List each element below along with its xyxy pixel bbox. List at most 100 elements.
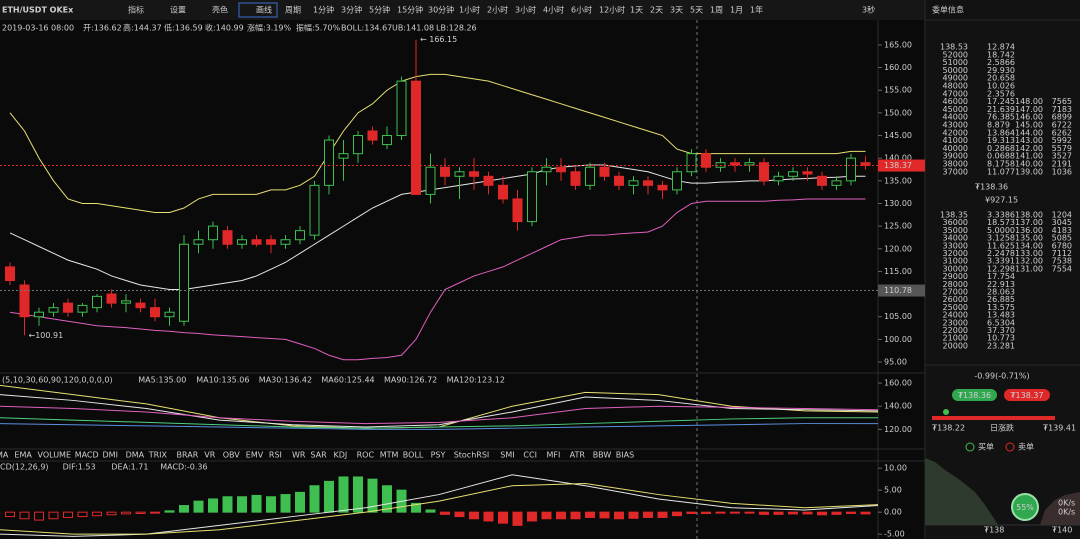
candle-body bbox=[570, 171, 581, 186]
period-button[interactable]: 4小时 bbox=[543, 5, 564, 15]
macd-bar bbox=[498, 511, 508, 524]
period-button[interactable]: 1天 bbox=[630, 6, 643, 15]
indicator-tab[interactable]: KDJ bbox=[334, 451, 348, 460]
indicator-tab[interactable]: PSY bbox=[431, 451, 446, 460]
book-amount: 3.3391 bbox=[987, 257, 1015, 266]
indicator-tab[interactable]: RSI bbox=[269, 451, 282, 460]
indicator-tab[interactable]: WR bbox=[292, 451, 306, 460]
sell-price[interactable]: ₮138.37 bbox=[1010, 391, 1043, 400]
low-annotation: ←100.91 bbox=[29, 331, 64, 340]
book-amount: 11.625 bbox=[987, 241, 1015, 250]
book-amount: 20.658 bbox=[987, 74, 1015, 83]
indicator-tab[interactable]: MA bbox=[0, 451, 9, 460]
candle-body bbox=[208, 225, 218, 241]
macd-bar bbox=[193, 500, 204, 513]
candle-body bbox=[846, 157, 856, 182]
book-level: 147.00 bbox=[1015, 105, 1043, 114]
period-button[interactable]: 2小时 bbox=[487, 5, 508, 15]
period-button[interactable]: 1月 bbox=[730, 6, 743, 15]
refresh-rate[interactable]: 3秒 bbox=[862, 5, 875, 15]
indicator-tab[interactable]: VOLUME bbox=[38, 451, 72, 460]
buy-button[interactable] bbox=[952, 389, 997, 401]
macd-bar bbox=[483, 511, 494, 522]
indicator-tab[interactable]: CCI bbox=[523, 451, 537, 460]
period-button[interactable]: 1小时 bbox=[459, 5, 480, 15]
candle-body bbox=[701, 153, 711, 168]
y-tick-label: 145.00 bbox=[884, 131, 912, 140]
period-button[interactable]: 5分钟 bbox=[369, 5, 390, 15]
indicator-tab[interactable]: BIAS bbox=[616, 451, 634, 460]
period-button[interactable]: 30分钟 bbox=[428, 5, 454, 15]
book-level: 141.00 bbox=[1015, 152, 1043, 161]
toolbar-bg bbox=[0, 0, 925, 20]
indicator-tab[interactable]: StochRSI bbox=[454, 451, 490, 460]
tool-button[interactable]: 指标 bbox=[128, 5, 144, 15]
info-item: 涨幅:3.19% bbox=[247, 23, 292, 33]
boll-line bbox=[9, 73, 866, 214]
indicator-tab[interactable]: TRIX bbox=[148, 451, 168, 460]
period-button[interactable]: 3小时 bbox=[515, 5, 536, 15]
indicator-tab[interactable]: DMA bbox=[126, 451, 145, 460]
book-amount: 13.864 bbox=[987, 128, 1015, 137]
macd-bar bbox=[34, 511, 44, 521]
candle-body bbox=[657, 184, 668, 191]
macd-bar bbox=[846, 511, 856, 514]
period-button[interactable]: 6小时 bbox=[571, 5, 592, 15]
book-price: 45000 bbox=[943, 105, 968, 114]
period-button[interactable]: 1年 bbox=[750, 5, 763, 15]
indicator-tab[interactable]: SAR bbox=[310, 451, 327, 460]
period-button[interactable]: 12小时 bbox=[599, 5, 625, 15]
period-button[interactable]: 3分钟 bbox=[341, 5, 362, 15]
candle-body bbox=[164, 311, 175, 318]
buy-price[interactable]: ₮138.36 bbox=[958, 391, 991, 400]
book-price: 44000 bbox=[943, 113, 968, 122]
candle-body bbox=[48, 307, 59, 313]
sell-button[interactable] bbox=[1004, 389, 1050, 401]
indicator-tab[interactable]: EMA bbox=[14, 451, 32, 460]
info-item: BOLL:134.67 bbox=[341, 24, 392, 33]
indicator-tab[interactable]: MFI bbox=[547, 451, 561, 460]
macd-bar bbox=[454, 511, 465, 518]
indicator-tab[interactable]: MACD bbox=[75, 451, 99, 460]
tool-button[interactable]: 亮色 bbox=[212, 5, 228, 15]
indicator-tab[interactable]: VR bbox=[204, 451, 215, 460]
indicator-tab[interactable]: BRAR bbox=[177, 451, 199, 460]
period-button[interactable]: 2天 bbox=[650, 6, 663, 15]
period-button[interactable]: 1分钟 bbox=[313, 5, 334, 15]
day-high: ₮139.41 bbox=[1043, 424, 1076, 433]
period-button[interactable]: 1周 bbox=[710, 6, 723, 15]
indicator-tab[interactable]: BOLL bbox=[403, 451, 424, 460]
indicator-tab[interactable]: DMI bbox=[103, 451, 118, 460]
candle-body bbox=[469, 171, 479, 177]
tool-button[interactable]: 设置 bbox=[170, 5, 186, 15]
period-button[interactable]: 3天 bbox=[670, 6, 683, 15]
period-button[interactable]: 5天 bbox=[690, 6, 703, 15]
candle-body bbox=[411, 80, 421, 195]
macd-bar bbox=[628, 511, 639, 519]
indicator-tab[interactable]: BBW bbox=[593, 451, 612, 460]
candle-body bbox=[512, 198, 523, 223]
indicator-tab[interactable]: OBV bbox=[223, 451, 241, 460]
candle-body bbox=[5, 266, 15, 281]
book-level: 146.00 bbox=[1015, 113, 1043, 122]
candle-body bbox=[193, 239, 204, 245]
book-level: 139.00 bbox=[1015, 167, 1043, 176]
book-total: 5085 bbox=[1052, 234, 1072, 243]
tool-button[interactable]: 画线 bbox=[256, 5, 272, 15]
book-level: 143.00 bbox=[1015, 136, 1043, 145]
candle-body bbox=[309, 184, 320, 236]
book-price: 39000 bbox=[943, 152, 968, 161]
y-tick-label: 5.00 bbox=[884, 486, 902, 495]
macd-bar bbox=[48, 511, 59, 520]
indicator-tab[interactable]: SMI bbox=[500, 451, 514, 460]
y-tick-label: 100.00 bbox=[884, 335, 912, 344]
indicator-tab[interactable]: EMV bbox=[246, 451, 264, 460]
book-total: 2191 bbox=[1052, 160, 1072, 169]
active-tool bbox=[238, 2, 278, 18]
indicator-tab[interactable]: ROC bbox=[357, 451, 375, 460]
candle-body bbox=[425, 166, 436, 195]
book-level: 138.00 bbox=[1015, 211, 1043, 220]
indicator-tab[interactable]: ATR bbox=[570, 451, 586, 460]
indicator-tab[interactable]: MTM bbox=[380, 451, 399, 460]
period-button[interactable]: 15分钟 bbox=[397, 5, 423, 15]
